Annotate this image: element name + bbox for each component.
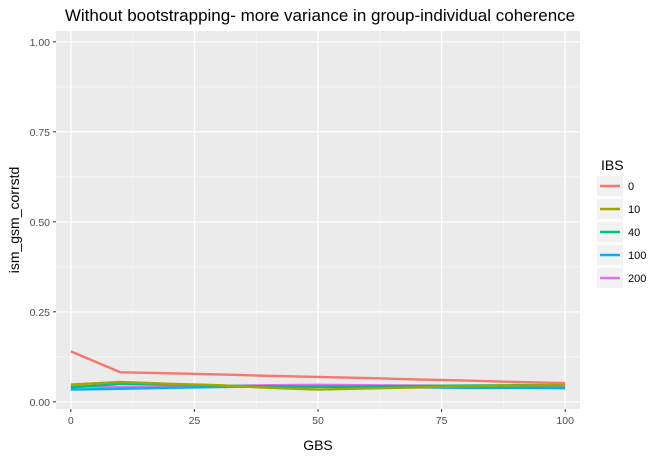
legend-label: 40 xyxy=(628,227,640,239)
y-tick-label: 0.50 xyxy=(30,217,51,229)
y-axis: 0.00 0.25 0.50 0.75 1.00 xyxy=(30,37,56,409)
x-tick-label: 100 xyxy=(556,415,574,427)
legend-label: 100 xyxy=(628,250,646,262)
x-tick-label: 0 xyxy=(68,415,74,427)
y-tick-label: 0.75 xyxy=(30,127,51,139)
x-tick-label: 75 xyxy=(436,415,448,427)
x-tick-label: 25 xyxy=(189,415,201,427)
legend: IBS 0 10 40 100 200 xyxy=(597,157,646,288)
y-tick-label: 0.00 xyxy=(30,397,51,409)
legend-label: 0 xyxy=(628,181,634,193)
x-axis: 0 25 50 75 100 xyxy=(68,409,574,427)
chart-title: Without bootstrapping- more variance in … xyxy=(65,6,575,25)
legend-label: 10 xyxy=(628,204,640,216)
y-tick-label: 0.25 xyxy=(30,307,51,319)
series-lines xyxy=(70,350,566,391)
legend-items: 0 10 40 100 200 xyxy=(597,176,646,288)
y-axis-title: ism_gsm_corrstd xyxy=(6,167,22,274)
major-gridlines xyxy=(56,31,580,409)
series-line-ibs-10 xyxy=(70,380,566,391)
legend-label: 200 xyxy=(628,273,646,285)
legend-title: IBS xyxy=(601,157,624,173)
series-line-ibs-0 xyxy=(70,350,566,385)
x-tick-label: 50 xyxy=(312,415,324,427)
x-axis-title: GBS xyxy=(303,437,333,453)
y-tick-label: 1.00 xyxy=(30,37,51,49)
